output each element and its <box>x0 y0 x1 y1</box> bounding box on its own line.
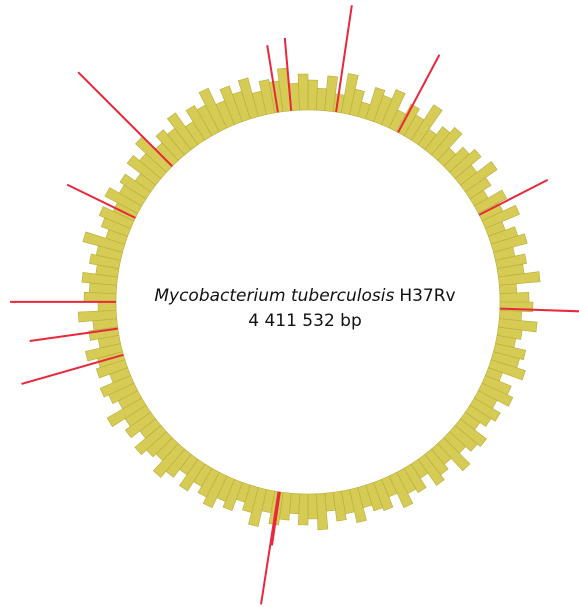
highlight-line <box>266 45 279 113</box>
bar <box>349 88 365 117</box>
bar <box>297 73 309 111</box>
bar <box>388 471 414 509</box>
bar <box>179 458 206 492</box>
bar <box>198 87 228 133</box>
bar <box>134 424 167 456</box>
bar <box>316 492 329 531</box>
bar <box>237 77 259 120</box>
highlight-line <box>397 54 441 133</box>
bar <box>490 233 528 253</box>
highlight-line <box>283 37 293 111</box>
bar <box>152 443 186 478</box>
bar <box>449 424 478 452</box>
highlight-line <box>335 5 353 113</box>
bar <box>155 129 186 161</box>
bar <box>297 493 309 526</box>
bar <box>126 155 162 186</box>
bar <box>98 206 135 229</box>
bar <box>124 411 157 439</box>
bar <box>493 343 527 361</box>
highlight-line <box>270 491 281 546</box>
bar <box>307 493 318 520</box>
bar <box>77 310 118 323</box>
bar <box>95 359 128 379</box>
bar <box>81 272 118 286</box>
bar <box>481 204 520 229</box>
subtitle: 4 411 532 bp <box>248 311 362 331</box>
bar <box>473 189 508 214</box>
bar <box>396 103 420 137</box>
title: Mycobacterium tuberculosis H37Rv <box>154 286 455 306</box>
bar <box>242 484 259 513</box>
bar <box>166 112 199 151</box>
bar <box>202 471 228 509</box>
bar <box>104 187 143 214</box>
bar <box>469 397 501 422</box>
bar <box>219 85 243 126</box>
highlight-line <box>499 307 579 313</box>
bar <box>498 283 518 294</box>
highlight-line <box>66 183 136 219</box>
bar <box>258 79 276 115</box>
bar <box>499 292 530 303</box>
bar <box>373 478 394 512</box>
bar <box>454 418 487 448</box>
bar <box>197 467 220 498</box>
bar <box>430 126 463 161</box>
bar <box>459 160 498 193</box>
bar <box>349 487 367 524</box>
bar <box>119 173 152 200</box>
bar <box>410 104 443 146</box>
highlight-line <box>29 327 118 342</box>
title-species: Mycobacterium tuberculosis <box>154 286 394 306</box>
bar-ring <box>77 67 541 531</box>
bar <box>449 148 482 180</box>
bar <box>464 177 492 200</box>
bar <box>464 404 492 427</box>
highlight-lines <box>9 5 579 605</box>
bar <box>365 87 386 122</box>
highlight-line <box>260 491 280 605</box>
bar <box>495 253 527 270</box>
highlight-line <box>77 71 173 167</box>
bar <box>82 231 126 253</box>
bar <box>437 437 471 472</box>
bar <box>488 359 526 381</box>
bar <box>332 490 347 522</box>
title-strain: H37Rv <box>399 286 455 306</box>
bar <box>477 382 514 407</box>
bar <box>498 271 541 286</box>
bar <box>89 253 121 270</box>
bar <box>99 375 135 398</box>
bar <box>85 343 123 362</box>
bar <box>97 301 117 312</box>
bar <box>106 397 147 428</box>
bar <box>222 478 243 512</box>
bar <box>381 89 406 129</box>
bar <box>307 79 318 111</box>
bar <box>403 463 427 493</box>
highlight-line <box>21 353 124 385</box>
bar <box>248 487 267 527</box>
bar <box>498 318 538 333</box>
bar <box>185 104 213 141</box>
bar <box>340 73 359 115</box>
bar <box>417 453 445 486</box>
bar <box>365 482 384 512</box>
highlight-line <box>478 178 549 216</box>
bar <box>324 75 338 112</box>
